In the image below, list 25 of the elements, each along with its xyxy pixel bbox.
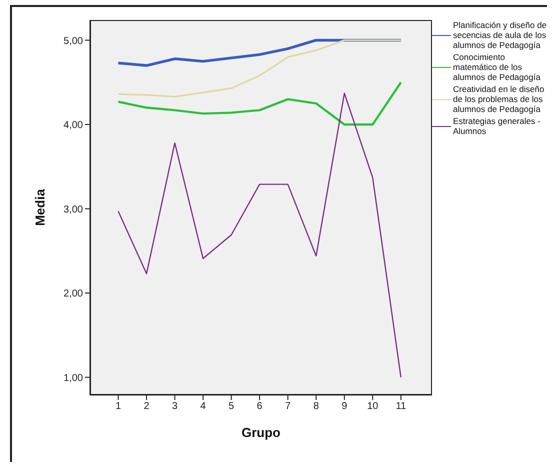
- y-tick-label: 2,00: [64, 288, 84, 300]
- line-series: [118, 92, 402, 378]
- x-tick-label: 9: [342, 401, 348, 412]
- x-tick-label: 7: [285, 401, 292, 412]
- y-tick-label: 1,00: [64, 372, 84, 384]
- legend-label: Conocimiento matemático de los alumnos de Pedagogía: [453, 52, 542, 82]
- y-axis-title: Media: [32, 188, 48, 226]
- x-tick-label: 8: [313, 401, 320, 412]
- x-tick-label: 4: [200, 401, 206, 412]
- line-series: [117, 81, 402, 126]
- y-tick-label: 4,00: [64, 120, 84, 132]
- x-axis-title: Grupo: [242, 425, 281, 440]
- x-tick-label: 6: [256, 401, 263, 412]
- x-tick-label: 3: [172, 401, 178, 412]
- legend-label: Creatividad en le diseño de los problemas de los alumnos de Pedagogía: [453, 84, 546, 114]
- x-tick-label: 1: [115, 401, 122, 412]
- line-series: [117, 39, 402, 98]
- x-tick-label: 2: [144, 401, 150, 412]
- x-tick-label: 11: [396, 401, 407, 412]
- x-tick-label: 10: [367, 401, 379, 412]
- legend-label: Planificación y diseño de secencias de aula de los alumnos de Pedagogía: [453, 20, 548, 50]
- y-tick-label: 3,00: [64, 204, 84, 216]
- y-tick-label: 5,00: [64, 36, 84, 47]
- legend-label: Estrategias generales - Alumnos: [453, 116, 542, 136]
- x-tick-label: 5: [228, 401, 235, 412]
